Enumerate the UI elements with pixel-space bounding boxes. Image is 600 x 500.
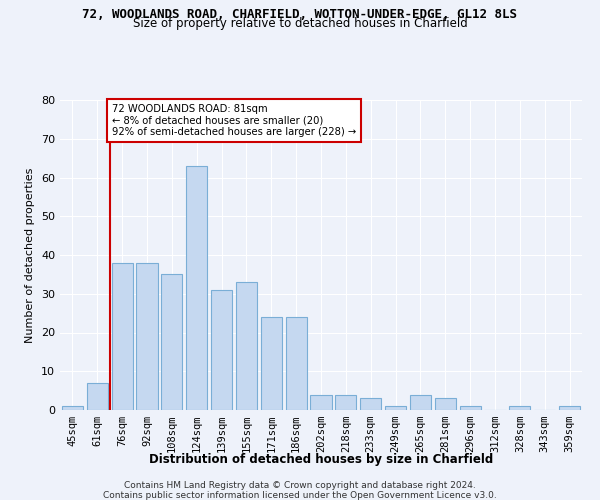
Bar — [62, 406, 83, 410]
Bar — [385, 406, 406, 410]
Bar — [186, 166, 207, 410]
Bar — [136, 263, 158, 410]
Bar — [360, 398, 381, 410]
Bar — [211, 290, 232, 410]
Bar — [410, 394, 431, 410]
Text: 72, WOODLANDS ROAD, CHARFIELD, WOTTON-UNDER-EDGE, GL12 8LS: 72, WOODLANDS ROAD, CHARFIELD, WOTTON-UN… — [83, 8, 517, 20]
Y-axis label: Number of detached properties: Number of detached properties — [25, 168, 35, 342]
Bar — [87, 383, 108, 410]
Bar — [161, 274, 182, 410]
Bar — [509, 406, 530, 410]
Text: Contains public sector information licensed under the Open Government Licence v3: Contains public sector information licen… — [103, 491, 497, 500]
Bar — [261, 317, 282, 410]
Text: Distribution of detached houses by size in Charfield: Distribution of detached houses by size … — [149, 452, 493, 466]
Bar — [112, 263, 133, 410]
Bar — [286, 317, 307, 410]
Text: Size of property relative to detached houses in Charfield: Size of property relative to detached ho… — [133, 18, 467, 30]
Bar — [435, 398, 456, 410]
Text: 72 WOODLANDS ROAD: 81sqm
← 8% of detached houses are smaller (20)
92% of semi-de: 72 WOODLANDS ROAD: 81sqm ← 8% of detache… — [112, 104, 356, 137]
Text: Contains HM Land Registry data © Crown copyright and database right 2024.: Contains HM Land Registry data © Crown c… — [124, 481, 476, 490]
Bar — [236, 282, 257, 410]
Bar — [335, 394, 356, 410]
Bar — [310, 394, 332, 410]
Bar — [559, 406, 580, 410]
Bar — [460, 406, 481, 410]
